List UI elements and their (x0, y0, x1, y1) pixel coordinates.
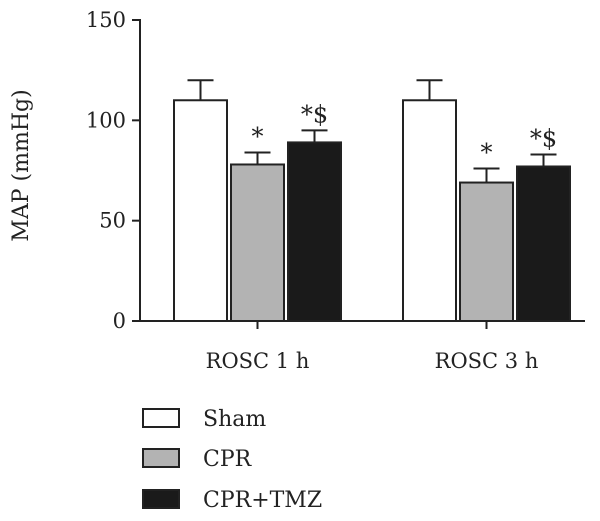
legend-swatch-sham (142, 408, 180, 428)
y-tick-label: 150 (86, 8, 126, 32)
y-tick-label: 100 (86, 108, 126, 132)
significance-label-cpr-tmz-1: *$ (301, 100, 328, 128)
significance-label-cpr-tmz-2: *$ (530, 124, 557, 152)
y-tick-label: 0 (113, 309, 126, 333)
legend-swatch-cpr (142, 448, 180, 468)
legend-label-sham: Sham (203, 407, 266, 432)
bar-sham-1 (173, 99, 228, 323)
legend-label-cpr-tmz: CPR+TMZ (203, 488, 322, 513)
bar-cpr-tmz-2 (516, 165, 571, 322)
bar-cpr-1 (230, 163, 285, 322)
y-axis-title: MAP (mmHg) (9, 89, 34, 241)
x-category-label: ROSC 3 h (435, 349, 539, 373)
bar-cpr-tmz-1 (287, 141, 342, 322)
legend-swatch-cpr-tmz (142, 489, 180, 509)
legend: Sham CPR CPR+TMZ (142, 407, 322, 513)
bars (173, 79, 571, 323)
bar-sham-2 (402, 99, 457, 323)
significance-label-cpr-1: * (252, 122, 264, 150)
y-tick-label: 50 (99, 209, 126, 233)
bar-cpr-2 (459, 181, 514, 322)
x-category-label: ROSC 1 h (206, 349, 310, 373)
legend-label-cpr: CPR (203, 447, 253, 472)
significance-label-cpr-2: * (481, 138, 493, 166)
labels: 0 50 100 150 MAP (mmHg) * *$ ROSC 1 h * *$ ROSC 3 … (9, 8, 557, 373)
